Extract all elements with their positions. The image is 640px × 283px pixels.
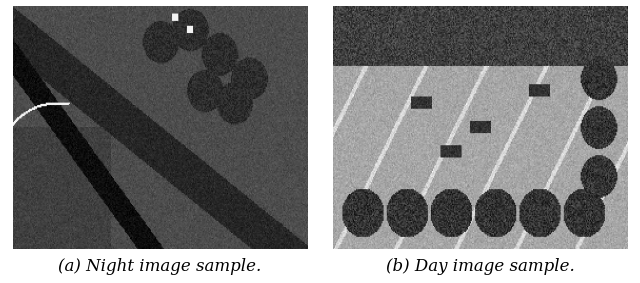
Text: (b) Day image sample.: (b) Day image sample. (386, 258, 574, 275)
Text: (a) Night image sample.: (a) Night image sample. (58, 258, 262, 275)
